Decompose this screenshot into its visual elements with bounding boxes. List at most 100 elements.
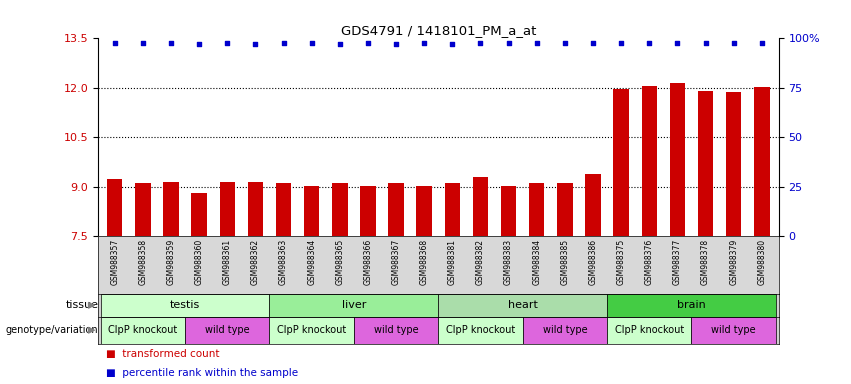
Bar xyxy=(388,183,404,236)
Bar xyxy=(557,183,573,236)
Bar xyxy=(100,294,270,317)
Point xyxy=(305,40,318,46)
Bar xyxy=(501,186,517,236)
Text: GSM988365: GSM988365 xyxy=(335,239,345,285)
Text: GSM988375: GSM988375 xyxy=(617,239,625,285)
Point xyxy=(220,40,234,46)
Bar xyxy=(523,317,607,344)
Bar xyxy=(607,317,692,344)
Text: GSM988380: GSM988380 xyxy=(757,239,766,285)
Bar xyxy=(472,177,488,236)
Text: GSM988382: GSM988382 xyxy=(476,239,485,285)
Bar xyxy=(642,86,657,236)
Text: GSM988358: GSM988358 xyxy=(139,239,147,285)
Text: heart: heart xyxy=(508,300,538,310)
Point xyxy=(333,41,346,47)
Point xyxy=(192,41,206,47)
Point xyxy=(136,40,150,46)
Text: liver: liver xyxy=(342,300,366,310)
Bar xyxy=(354,317,438,344)
Bar xyxy=(726,92,741,236)
Bar xyxy=(438,294,607,317)
Point xyxy=(614,40,628,46)
Text: GSM988362: GSM988362 xyxy=(251,239,260,285)
Bar xyxy=(100,317,185,344)
Point xyxy=(530,40,544,46)
Point xyxy=(558,40,572,46)
Bar xyxy=(607,294,776,317)
Point xyxy=(417,40,431,46)
Text: GSM988357: GSM988357 xyxy=(111,239,119,285)
Text: GSM988361: GSM988361 xyxy=(223,239,231,285)
Bar xyxy=(754,87,769,236)
Bar xyxy=(276,184,291,236)
Bar xyxy=(670,83,685,236)
Text: wild type: wild type xyxy=(374,325,419,335)
Text: tissue: tissue xyxy=(66,300,99,310)
Text: GSM988363: GSM988363 xyxy=(279,239,288,285)
Point xyxy=(248,41,262,47)
Text: GSM988384: GSM988384 xyxy=(532,239,541,285)
Text: ClpP knockout: ClpP knockout xyxy=(614,325,684,335)
Text: GSM988386: GSM988386 xyxy=(589,239,597,285)
Bar xyxy=(529,183,545,236)
Text: GSM988366: GSM988366 xyxy=(363,239,373,285)
Point xyxy=(643,40,656,46)
Point xyxy=(389,41,403,47)
Bar xyxy=(185,317,270,344)
Bar xyxy=(692,317,776,344)
Bar xyxy=(163,182,179,236)
Point xyxy=(361,40,374,46)
Text: brain: brain xyxy=(677,300,705,310)
Point xyxy=(108,40,122,46)
Point xyxy=(699,40,712,46)
Title: GDS4791 / 1418101_PM_a_at: GDS4791 / 1418101_PM_a_at xyxy=(340,24,536,37)
Point xyxy=(474,40,488,46)
Text: GSM988367: GSM988367 xyxy=(391,239,401,285)
Text: GSM988383: GSM988383 xyxy=(504,239,513,285)
Text: wild type: wild type xyxy=(205,325,249,335)
Bar xyxy=(135,183,151,236)
Text: ClpP knockout: ClpP knockout xyxy=(277,325,346,335)
Text: GSM988359: GSM988359 xyxy=(167,239,175,285)
Point xyxy=(164,40,178,46)
Text: ClpP knockout: ClpP knockout xyxy=(446,325,515,335)
Text: GSM988360: GSM988360 xyxy=(195,239,203,285)
Point xyxy=(586,40,600,46)
Point xyxy=(277,40,290,46)
Bar xyxy=(270,317,354,344)
Text: GSM988381: GSM988381 xyxy=(448,239,457,285)
Text: genotype/variation: genotype/variation xyxy=(6,325,99,335)
Text: GSM988379: GSM988379 xyxy=(729,239,738,285)
Bar xyxy=(248,182,263,236)
Text: ClpP knockout: ClpP knockout xyxy=(108,325,178,335)
Bar xyxy=(444,184,460,236)
Bar xyxy=(585,174,601,236)
Text: GSM988376: GSM988376 xyxy=(645,239,654,285)
Text: GSM988364: GSM988364 xyxy=(307,239,317,285)
Bar xyxy=(698,91,713,236)
Text: GSM988377: GSM988377 xyxy=(673,239,682,285)
Point xyxy=(671,40,684,46)
Point xyxy=(502,40,516,46)
Point xyxy=(755,40,768,46)
Text: GSM988378: GSM988378 xyxy=(701,239,710,285)
Point xyxy=(446,41,460,47)
Bar xyxy=(191,193,207,236)
Text: ■  transformed count: ■ transformed count xyxy=(106,349,220,359)
Bar xyxy=(332,183,347,236)
Text: GSM988368: GSM988368 xyxy=(420,239,429,285)
Bar xyxy=(304,186,319,236)
Bar xyxy=(270,294,438,317)
Text: wild type: wild type xyxy=(543,325,587,335)
Bar xyxy=(220,182,235,236)
Text: ■  percentile rank within the sample: ■ percentile rank within the sample xyxy=(106,368,299,378)
Bar xyxy=(416,186,432,236)
Bar xyxy=(360,186,375,236)
Bar xyxy=(614,89,629,236)
Bar xyxy=(107,179,123,236)
Text: testis: testis xyxy=(170,300,200,310)
Text: GSM988385: GSM988385 xyxy=(560,239,569,285)
Bar xyxy=(438,317,523,344)
Point xyxy=(727,40,740,46)
